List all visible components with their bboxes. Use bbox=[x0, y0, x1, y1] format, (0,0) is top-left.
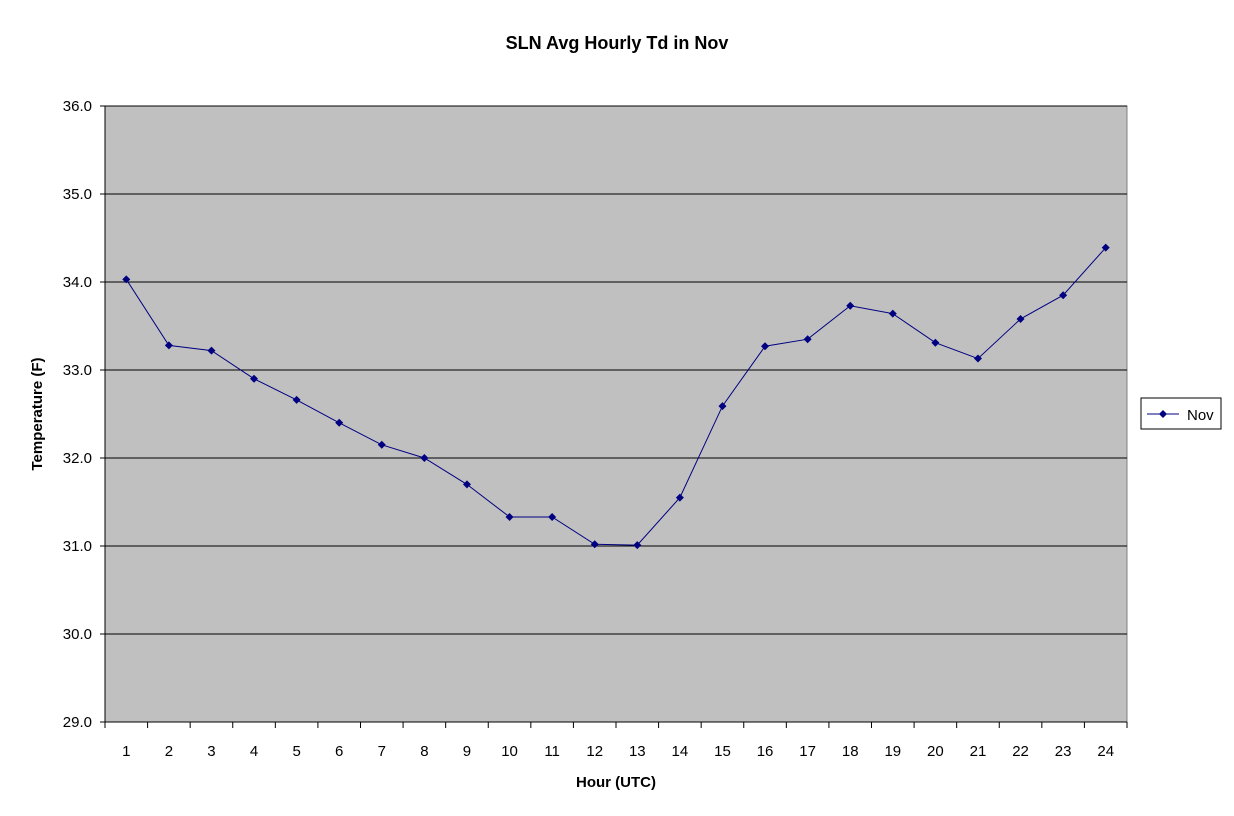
data-point-marker bbox=[292, 395, 301, 404]
x-tick-label: 10 bbox=[501, 743, 518, 760]
x-tick-label: 1 bbox=[122, 743, 130, 760]
series-line bbox=[125, 247, 1107, 546]
x-tick-label: 2 bbox=[165, 743, 173, 760]
y-tick-label: 36.0 bbox=[63, 98, 92, 115]
data-point-marker bbox=[377, 440, 386, 449]
plot-area bbox=[104, 105, 1128, 723]
x-tick-label: 19 bbox=[884, 743, 901, 760]
data-point-marker bbox=[420, 454, 429, 462]
data-point-marker bbox=[761, 342, 770, 351]
x-tick-label: 22 bbox=[1012, 743, 1029, 760]
chart-title: SLN Avg Hourly Td in Nov bbox=[506, 33, 729, 53]
x-tick-label: 21 bbox=[970, 743, 987, 760]
data-point-marker bbox=[1059, 291, 1068, 300]
series-nov bbox=[122, 243, 1110, 550]
x-tick-label: 20 bbox=[927, 743, 944, 760]
y-tick-label: 34.0 bbox=[63, 274, 92, 291]
y-tick-label: 33.0 bbox=[63, 362, 92, 379]
x-tick-label: 23 bbox=[1055, 743, 1072, 760]
x-tick-label: 24 bbox=[1097, 743, 1114, 760]
data-point-marker bbox=[718, 402, 727, 411]
x-tick-label: 8 bbox=[420, 743, 428, 760]
data-point-marker bbox=[207, 346, 216, 355]
data-point-marker bbox=[335, 418, 344, 427]
x-tick-label: 14 bbox=[672, 743, 689, 760]
x-tick-label: 17 bbox=[799, 743, 816, 760]
x-tick-label: 5 bbox=[292, 743, 300, 760]
y-tick-label: 31.0 bbox=[63, 538, 92, 555]
x-tick-label: 11 bbox=[544, 743, 560, 760]
data-point-marker bbox=[122, 275, 131, 284]
y-tick-label: 29.0 bbox=[63, 714, 92, 731]
x-tick-label: 16 bbox=[757, 743, 774, 760]
data-point-marker bbox=[590, 540, 599, 549]
data-point-marker bbox=[888, 309, 897, 318]
data-point-marker bbox=[675, 493, 684, 502]
x-tick-label: 4 bbox=[250, 743, 258, 760]
x-tick-label: 3 bbox=[207, 743, 215, 760]
x-tick-label: 15 bbox=[714, 743, 731, 760]
legend-marker-icon bbox=[1159, 410, 1167, 418]
data-point-marker bbox=[164, 341, 173, 350]
x-axis-title: Hour (UTC) bbox=[576, 774, 656, 791]
y-tick-label: 30.0 bbox=[63, 626, 92, 643]
x-tick-label: 12 bbox=[586, 743, 603, 760]
legend: Nov bbox=[1140, 397, 1222, 430]
x-axis: 1 2 3 4 5 6 7 8 9 10 11 12 13 14 15 16 17 18 19 20 21 22 23 24 bbox=[104, 721, 1128, 760]
x-tick-label: 13 bbox=[629, 743, 646, 760]
legend-label: Nov bbox=[1187, 407, 1214, 424]
data-point-marker bbox=[931, 338, 940, 347]
grid-lines bbox=[105, 105, 1127, 635]
data-point-marker bbox=[548, 512, 557, 521]
x-tick-label: 18 bbox=[842, 743, 859, 760]
x-tick-label: 7 bbox=[378, 743, 386, 760]
data-point-marker bbox=[973, 354, 982, 363]
x-tick-label: 9 bbox=[463, 743, 471, 760]
data-point-marker bbox=[1101, 243, 1110, 252]
data-point-marker bbox=[803, 335, 812, 344]
y-tick-label: 32.0 bbox=[63, 450, 92, 467]
x-tick-label: 6 bbox=[335, 743, 343, 760]
data-point-marker bbox=[1016, 314, 1025, 323]
data-point-marker bbox=[846, 301, 855, 310]
y-axis-title: Temperature (F) bbox=[29, 357, 46, 470]
data-point-marker bbox=[250, 374, 259, 383]
y-axis: 29.0 30.0 31.0 32.0 33.0 34.0 35.0 36.0 bbox=[63, 98, 106, 731]
data-point-marker bbox=[633, 541, 642, 550]
data-point-marker bbox=[462, 480, 471, 489]
data-point-marker bbox=[505, 512, 514, 521]
y-tick-label: 35.0 bbox=[63, 186, 92, 203]
